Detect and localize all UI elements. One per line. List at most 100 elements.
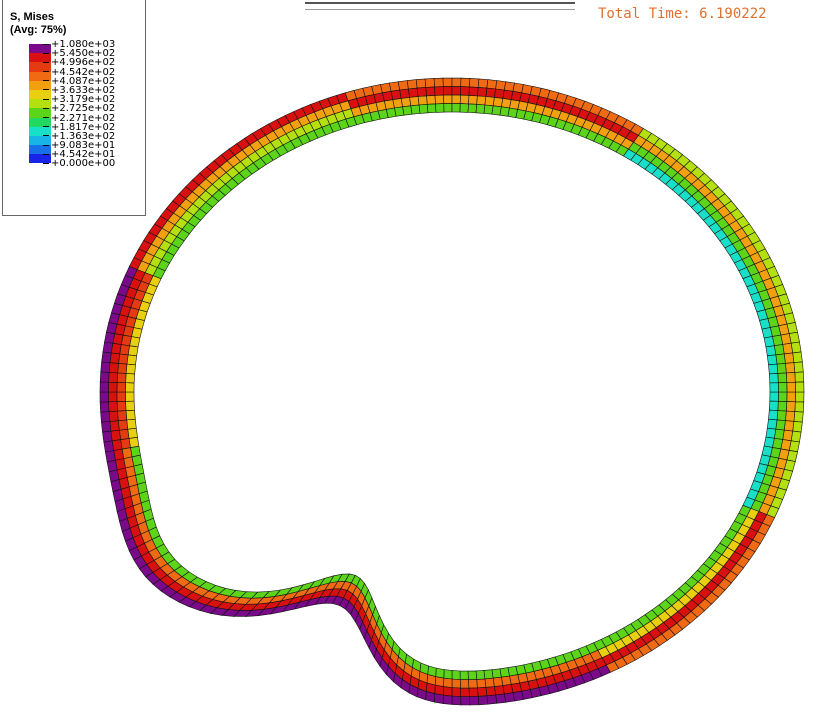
mesh-element xyxy=(777,400,788,412)
mesh-element xyxy=(434,86,444,96)
mesh-element xyxy=(777,372,788,384)
mesh-element xyxy=(442,694,453,705)
mesh-element xyxy=(776,363,787,374)
mesh-element xyxy=(409,96,420,107)
mesh-element xyxy=(392,98,403,109)
mesh-element xyxy=(469,78,480,88)
legend-entry-label: +9.083e+01 xyxy=(43,140,115,150)
mesh-element xyxy=(433,77,444,88)
mesh-element xyxy=(477,695,489,706)
mesh-element xyxy=(443,669,453,680)
contour-legend: S, Mises (Avg: 75%) +1.080e+03 +5.450e+02… xyxy=(2,0,146,216)
mesh-element xyxy=(492,676,504,687)
mesh-element xyxy=(108,401,118,412)
mesh-element xyxy=(424,78,435,88)
mesh-element xyxy=(451,687,462,697)
legend-swatch xyxy=(29,135,51,146)
mesh-element xyxy=(130,445,141,458)
mesh-element xyxy=(125,391,135,402)
legend-labels: +1.080e+03 +5.450e+02 +4.996e+02 +4.542e+02… xyxy=(43,39,115,169)
mesh-element xyxy=(766,354,778,366)
mesh-element xyxy=(793,361,804,373)
mesh-element xyxy=(475,670,486,680)
mesh-element xyxy=(118,353,129,365)
mesh-element xyxy=(125,382,135,393)
mesh-element xyxy=(116,372,127,384)
mesh-element xyxy=(775,419,786,431)
mesh-element xyxy=(99,371,110,383)
mesh-element xyxy=(777,382,788,393)
legend-swatch xyxy=(29,80,51,90)
mesh-element xyxy=(491,668,502,679)
mesh-element xyxy=(102,430,113,443)
mesh-element xyxy=(109,420,120,432)
legend-swatches xyxy=(29,44,51,164)
mesh-element xyxy=(399,88,410,99)
legend-entry-label: +1.817e+02 xyxy=(43,122,115,132)
mesh-element xyxy=(408,87,419,98)
mesh-element xyxy=(434,94,445,105)
mesh-element xyxy=(486,79,498,90)
mesh-element xyxy=(125,373,136,384)
legend-entry-label: +4.087e+02 xyxy=(43,76,115,86)
mesh-element xyxy=(769,391,779,402)
mesh-element xyxy=(763,436,775,448)
mesh-element xyxy=(117,410,128,422)
mesh-element xyxy=(116,382,127,393)
mesh-element xyxy=(99,401,110,413)
mesh-element xyxy=(460,696,471,706)
mesh-element xyxy=(111,439,123,451)
mesh-element xyxy=(427,665,437,677)
mesh-element xyxy=(108,410,119,422)
mesh-element xyxy=(119,428,130,440)
mesh-element xyxy=(451,86,462,96)
mesh-element xyxy=(415,78,427,89)
legend-swatch xyxy=(29,154,51,164)
mesh-element xyxy=(794,401,805,413)
legend-entry-label: +3.633e+02 xyxy=(43,85,115,95)
legend-entry-label: +4.542e+01 xyxy=(43,150,115,160)
mesh-element xyxy=(502,683,514,695)
mesh-element xyxy=(125,400,135,411)
mesh-element xyxy=(468,687,479,697)
mesh-element xyxy=(785,372,796,383)
mesh-element xyxy=(459,94,470,105)
mesh-element xyxy=(483,669,494,680)
mesh-element xyxy=(783,352,795,364)
mesh-element xyxy=(486,694,498,705)
legend-swatch xyxy=(29,62,51,72)
mesh-element xyxy=(468,86,479,97)
mesh-element xyxy=(406,79,418,90)
mesh-element xyxy=(493,685,505,696)
legend-entry-label: +2.725e+02 xyxy=(43,104,115,114)
mesh-element xyxy=(786,381,796,393)
mesh-element xyxy=(485,686,496,697)
mesh-element xyxy=(435,103,445,113)
mesh-element xyxy=(125,363,136,375)
mesh-element xyxy=(794,371,805,383)
mesh-element xyxy=(768,409,779,421)
mesh-element xyxy=(101,351,112,363)
mesh-element xyxy=(451,94,461,104)
legend-entry-label: +3.179e+02 xyxy=(43,95,115,105)
legend-entry-label: +2.271e+02 xyxy=(43,113,115,123)
legend-entry-label: +1.363e+02 xyxy=(43,131,115,141)
mesh-element xyxy=(443,677,453,688)
legend-entry-label: +4.542e+02 xyxy=(43,67,115,77)
mesh-element xyxy=(761,327,773,339)
mesh-element xyxy=(442,86,453,96)
mesh-element xyxy=(467,103,478,114)
mesh-element xyxy=(443,103,453,113)
mesh-element xyxy=(476,95,487,106)
mesh-element xyxy=(460,687,470,697)
mesh-element xyxy=(468,679,478,689)
mesh-element xyxy=(484,677,495,688)
legend-entry-label: +5.450e+02 xyxy=(43,49,115,59)
mesh-element xyxy=(477,87,488,97)
mesh-element xyxy=(108,362,119,374)
mesh-element xyxy=(785,401,796,412)
mesh-element xyxy=(125,409,136,421)
mesh-element xyxy=(451,695,462,706)
mesh-element xyxy=(100,361,111,373)
